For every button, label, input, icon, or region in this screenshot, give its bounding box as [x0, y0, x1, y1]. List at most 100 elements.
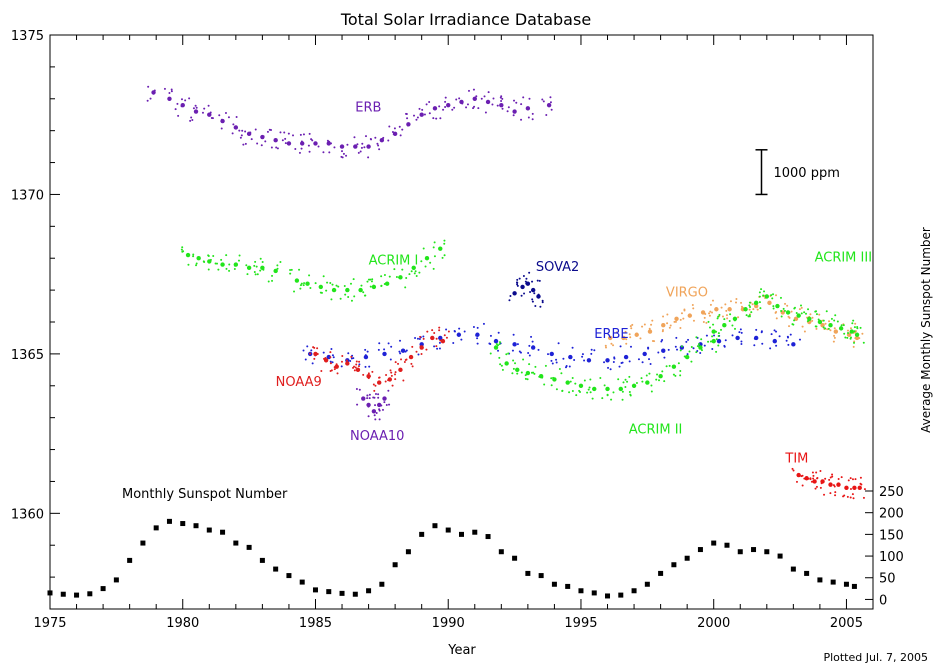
- sunspot-point: [299, 579, 305, 585]
- data-point-scatter: [707, 340, 710, 343]
- data-point-scatter: [329, 281, 332, 284]
- data-point-scatter: [399, 339, 402, 342]
- data-point-scatter: [851, 322, 854, 325]
- scale-bar: 1000 ppm: [755, 149, 840, 196]
- data-point-scatter: [695, 336, 698, 339]
- data-point-scatter: [770, 333, 773, 336]
- data-point-scatter: [325, 289, 328, 292]
- series-layer: [47, 85, 866, 599]
- data-point-scatter: [447, 330, 450, 333]
- data-point-scatter: [514, 362, 517, 365]
- data-point-scatter: [609, 368, 612, 371]
- data-point-scatter: [151, 91, 154, 94]
- data-point-scatter: [858, 337, 861, 340]
- data-point-scatter: [207, 268, 210, 271]
- x-tick-label-4: 1995: [564, 616, 597, 631]
- data-point-scatter: [728, 319, 731, 322]
- data-point-scatter: [353, 369, 356, 372]
- data-point-scatter: [753, 344, 756, 347]
- data-point-scatter: [679, 374, 682, 377]
- data-point-scatter: [368, 365, 371, 368]
- data-point-scatter: [518, 350, 521, 353]
- data-point-scatter: [357, 365, 360, 368]
- data-point-scatter: [544, 364, 547, 367]
- sunspot-point: [737, 549, 743, 555]
- sunspot-point: [851, 583, 857, 589]
- data-point-scatter: [254, 260, 257, 263]
- data-point-scatter: [358, 388, 361, 391]
- data-point-scatter: [571, 376, 574, 379]
- data-point-scatter: [368, 393, 371, 396]
- data-point-scatter: [520, 294, 523, 297]
- data-point-scatter: [692, 319, 695, 322]
- data-point: [812, 479, 817, 484]
- data-point-scatter: [388, 275, 391, 278]
- data-point-scatter: [715, 338, 718, 341]
- data-point-scatter: [551, 362, 554, 365]
- data-point-scatter: [379, 403, 382, 406]
- data-point-scatter: [617, 378, 620, 381]
- data-point-scatter: [612, 391, 615, 394]
- data-point: [512, 109, 517, 114]
- data-point-scatter: [748, 304, 751, 307]
- data-point-scatter: [404, 350, 407, 353]
- data-point-scatter: [516, 278, 519, 281]
- data-point-scatter: [528, 97, 531, 100]
- data-point-scatter: [524, 374, 527, 377]
- footer-note: Plotted Jul. 7, 2005: [823, 651, 928, 663]
- data-point-scatter: [834, 314, 837, 317]
- sunspot-point: [631, 588, 637, 594]
- data-point-scatter: [748, 301, 751, 304]
- data-point-scatter: [666, 322, 669, 325]
- data-point-scatter: [531, 112, 534, 115]
- data-point-scatter: [793, 319, 796, 322]
- data-point-scatter: [369, 285, 372, 288]
- data-point-scatter: [660, 340, 663, 343]
- data-point-scatter: [787, 343, 790, 346]
- sunspot-point: [472, 529, 478, 535]
- data-point-scatter: [460, 338, 463, 341]
- data-point-scatter: [709, 310, 712, 313]
- data-point-scatter: [724, 303, 727, 306]
- data-point: [817, 319, 823, 325]
- data-point-scatter: [722, 323, 725, 326]
- data-point-scatter: [176, 102, 179, 105]
- data-point: [767, 300, 772, 306]
- data-point-scatter: [771, 297, 774, 300]
- data-point-scatter: [419, 335, 422, 338]
- data-point-scatter: [769, 347, 772, 350]
- sunspot-point: [843, 581, 849, 587]
- data-point-scatter: [410, 362, 413, 365]
- data-point-scatter: [428, 100, 431, 103]
- y2-tick-label-2: 100: [879, 550, 904, 565]
- data-point: [432, 106, 438, 111]
- data-point-scatter: [641, 380, 644, 383]
- data-point-scatter: [187, 263, 190, 266]
- data-point-scatter: [341, 355, 344, 358]
- data-point-scatter: [628, 375, 631, 378]
- data-point-scatter: [374, 392, 377, 395]
- data-point-scatter: [370, 280, 373, 283]
- data-point-scatter: [498, 343, 501, 346]
- data-point-scatter: [630, 327, 633, 330]
- data-point-scatter: [146, 99, 149, 102]
- data-point-scatter: [574, 382, 577, 385]
- data-point: [700, 310, 706, 315]
- data-point-scatter: [590, 352, 593, 355]
- data-point-scatter: [491, 103, 494, 106]
- data-point-scatter: [829, 329, 832, 332]
- data-point: [605, 358, 610, 363]
- data-point-scatter: [259, 269, 262, 272]
- data-point: [419, 112, 424, 117]
- data-point: [318, 284, 323, 290]
- data-point: [854, 335, 860, 341]
- data-point-scatter: [299, 284, 302, 287]
- data-point-scatter: [809, 313, 812, 316]
- data-point-scatter: [507, 352, 510, 355]
- data-point-scatter: [476, 337, 479, 340]
- data-point-scatter: [347, 296, 350, 299]
- data-point-scatter: [309, 286, 312, 289]
- data-point-scatter: [812, 477, 815, 480]
- data-point-scatter: [246, 273, 249, 276]
- data-point-scatter: [289, 269, 292, 272]
